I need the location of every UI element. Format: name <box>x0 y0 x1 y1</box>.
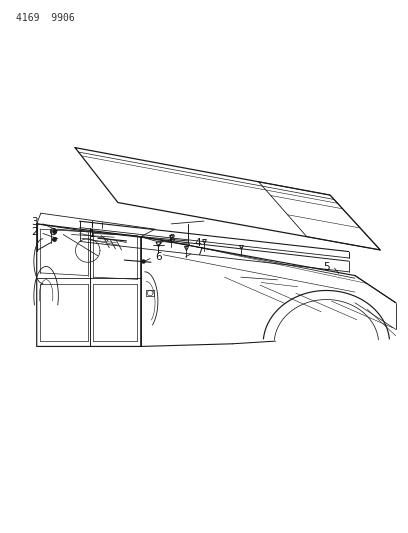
Text: 8: 8 <box>168 235 175 244</box>
Text: 6: 6 <box>155 252 162 262</box>
Text: 4169  9906: 4169 9906 <box>16 13 75 23</box>
Text: 7: 7 <box>196 247 202 257</box>
Text: 4: 4 <box>195 238 201 247</box>
Text: 3: 3 <box>31 217 38 227</box>
Text: 5: 5 <box>323 262 330 271</box>
Text: 2: 2 <box>31 227 38 237</box>
Text: 1: 1 <box>89 229 96 239</box>
